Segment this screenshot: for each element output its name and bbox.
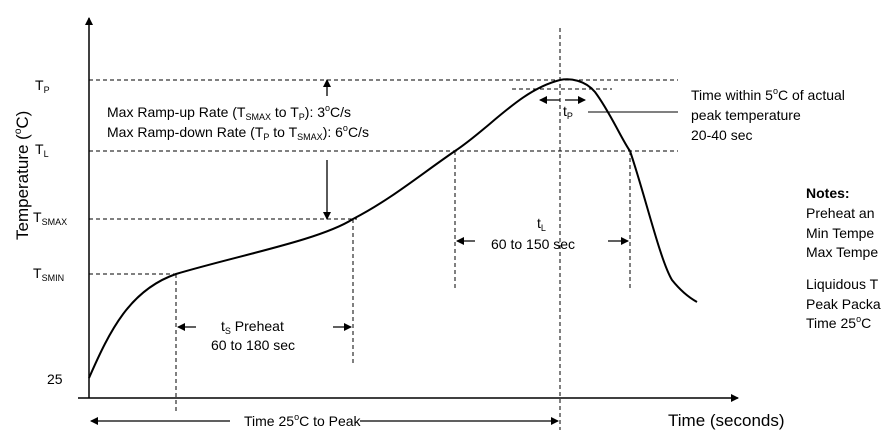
y-mark-tp-main: T [35, 77, 44, 93]
tl-label: tL [537, 215, 546, 233]
y-mark-tl: TL [35, 141, 49, 159]
ts-label-sub: S [225, 326, 231, 336]
peak-note-line1-sup: o [773, 86, 778, 96]
notes-line4: Liquidous T [806, 276, 879, 292]
notes-line1: Preheat an [806, 205, 875, 221]
ramp-down-sup: o [343, 123, 348, 133]
time-to-peak-label: Time 25oC to Peak [244, 412, 362, 429]
ramp-up-a: Max Ramp-up Rate (T [107, 104, 246, 120]
notes-line6-a: Time 25 [806, 315, 856, 331]
notes-line5: Peak Packa [806, 296, 881, 312]
time-to-peak-b: C to Peak [299, 413, 361, 429]
ts-range: 60 to 180 sec [211, 337, 295, 353]
notes-line6-b: C [861, 315, 871, 331]
notes-line6: Time 25oC [806, 314, 871, 331]
tl-label-main: t [537, 215, 541, 231]
y-axis-label-text: Temperature ( [13, 134, 32, 240]
y-mark-25: 25 [47, 371, 63, 387]
ramp-down-rate-text: Max Ramp-down Rate (TP to TSMAX): 6oC/s [107, 123, 369, 142]
notes-line6-sup: o [856, 314, 861, 324]
y-mark-tsmax: TSMAX [33, 209, 67, 227]
time-to-peak-a: Time 25 [244, 413, 294, 429]
ramp-up-c: ): 3 [305, 104, 325, 120]
peak-note-line2: peak temperature [691, 107, 801, 123]
ramp-up-sub1: SMAX [245, 112, 271, 122]
ts-label: tS Preheat [221, 318, 284, 336]
y-mark-tsmax-sub: SMAX [42, 217, 68, 227]
time-to-peak-sup: o [294, 412, 299, 422]
y-mark-tp: TP [35, 77, 50, 95]
y-mark-tsmin-sub: SMIN [42, 273, 65, 283]
peak-note-line1-b: C of actual [778, 87, 845, 103]
peak-note-line3: 20-40 sec [691, 127, 752, 143]
ramp-down-sub1: P [263, 132, 269, 142]
tp-label: tP [563, 103, 573, 121]
peak-note-line1: Time within 5oC of actual [691, 86, 845, 103]
notes-line2: Min Tempe [806, 225, 874, 241]
ramp-down-b: to T [269, 124, 297, 140]
tp-label-sub: P [567, 111, 573, 121]
y-mark-tp-sub: P [44, 85, 50, 95]
y-mark-tl-main: T [35, 141, 44, 157]
tl-range: 60 to 150 sec [491, 236, 575, 252]
ramp-up-b: to T [271, 104, 299, 120]
reflow-temperature-curve [88, 78, 698, 379]
ramp-up-sup: o [325, 103, 330, 113]
peak-note-line1-a: Time within 5 [691, 87, 773, 103]
y-axis-label: Temperature (oC) [13, 111, 32, 240]
ramp-up-d: C/s [330, 104, 351, 120]
ramp-down-d: C/s [348, 124, 369, 140]
y-axis-label-end: C) [13, 111, 32, 129]
tp-label-main: t [563, 103, 567, 119]
notes-line3: Max Tempe [806, 244, 878, 260]
y-mark-tsmax-main: T [33, 209, 42, 225]
ramp-up-sub2: P [299, 112, 305, 122]
ts-label-rest: Preheat [231, 318, 284, 334]
y-axis-label-sup: o [13, 128, 24, 134]
tl-label-sub: L [541, 223, 546, 233]
y-mark-tsmin-main: T [33, 265, 42, 281]
notes-title: Notes: [806, 185, 850, 201]
y-mark-tsmin: TSMIN [33, 265, 64, 283]
ramp-down-sub2: SMAX [297, 132, 323, 142]
ramp-up-rate-text: Max Ramp-up Rate (TSMAX to TP): 3oC/s [107, 103, 351, 122]
ramp-down-c: ): 6 [323, 124, 343, 140]
x-axis-label: Time (seconds) [668, 411, 785, 430]
y-mark-tl-sub: L [44, 149, 49, 159]
ts-label-main: t [221, 318, 225, 334]
ramp-down-a: Max Ramp-down Rate (T [107, 124, 264, 140]
